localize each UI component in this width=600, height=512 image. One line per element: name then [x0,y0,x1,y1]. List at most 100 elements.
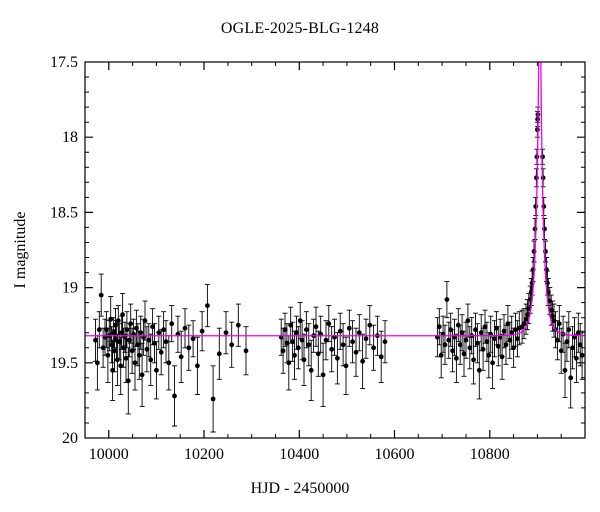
data-point [558,348,564,354]
data-point [132,360,138,366]
data-point [134,325,139,331]
data-point [308,367,314,373]
data-point [532,226,538,232]
y-tick-label: 17.5 [50,54,78,71]
data-point [178,354,184,360]
data-point [294,330,299,336]
data-point [186,345,192,351]
data-point [235,322,241,328]
data-point [297,318,303,324]
data-point [551,318,557,324]
y-tick-label: 20 [62,430,78,447]
data-point [156,330,162,336]
data-point [93,337,98,343]
data-point [337,328,343,334]
data-point [356,330,362,336]
data-point [455,322,461,328]
data-point [442,342,448,348]
data-point [495,343,501,349]
data-point [229,342,235,348]
data-point [476,367,482,373]
data-point [492,336,497,342]
data-point [113,322,118,328]
data-point [304,327,309,333]
data-point [119,330,125,336]
data-point [111,330,116,336]
plot-frame [84,61,586,439]
data-point [343,363,349,369]
x-tick-label: 10400 [279,446,319,463]
data-point [161,327,167,333]
data-point [136,352,142,358]
data-point [465,318,471,324]
data-point [315,351,321,357]
data-point [152,340,157,346]
data-point [542,226,547,232]
data-point [363,336,369,342]
y-tick-labels: 17.5 18 18.5 19 19.5 20 [50,54,78,447]
y-axis-label: I magnitude [12,211,29,289]
data-point [105,352,111,358]
data-point [109,342,115,348]
data-point [350,339,355,345]
data-point [163,339,169,345]
data-point [378,354,384,360]
data-point [116,339,122,345]
data-point [169,321,175,327]
data-point [326,321,332,327]
data-point [150,324,156,330]
data-point [108,316,114,322]
y-tick-label: 19 [62,280,78,297]
data-point [284,340,290,346]
data-point [555,337,560,343]
data-point [125,378,131,384]
data-point [110,367,115,373]
data-point [478,330,484,336]
data-point [154,367,159,373]
data-point [124,327,130,333]
data-point [505,321,511,327]
data-point [320,372,326,378]
data-point [299,337,305,343]
data-point [95,360,100,366]
data-point [577,342,583,348]
data-point [515,336,520,342]
data-point [210,396,216,402]
y-tick-label: 19.5 [50,355,78,372]
data-point [494,325,499,331]
data-point [290,339,295,345]
data-point [457,342,463,348]
y-tick-label: 18.5 [50,204,78,221]
data-point [306,342,312,348]
data-point [467,345,473,351]
data-point [490,360,495,366]
data-point [450,348,455,354]
data-point [523,316,529,322]
x-tick-labels: 10000 10200 10400 10600 10800 [89,446,510,463]
data-point [121,345,126,351]
data-point [205,303,210,308]
data-points [93,112,585,402]
data-point [199,328,205,334]
data-point [292,352,297,358]
data-point [482,324,488,330]
data-point [166,360,172,366]
data-point [172,393,177,399]
data-point [486,352,492,358]
y-tick-label: 18 [62,129,78,146]
data-point [540,175,546,181]
data-point [353,349,359,355]
data-point [144,346,150,352]
data-point [382,339,388,345]
data-point [579,352,585,358]
x-tick-label: 10200 [184,446,224,463]
data-point [501,328,507,334]
data-point [484,339,490,345]
data-point [216,351,222,357]
data-point [329,346,335,352]
data-point [120,312,125,318]
data-point [548,307,554,313]
major-ticks [85,62,585,438]
data-point [534,175,539,181]
